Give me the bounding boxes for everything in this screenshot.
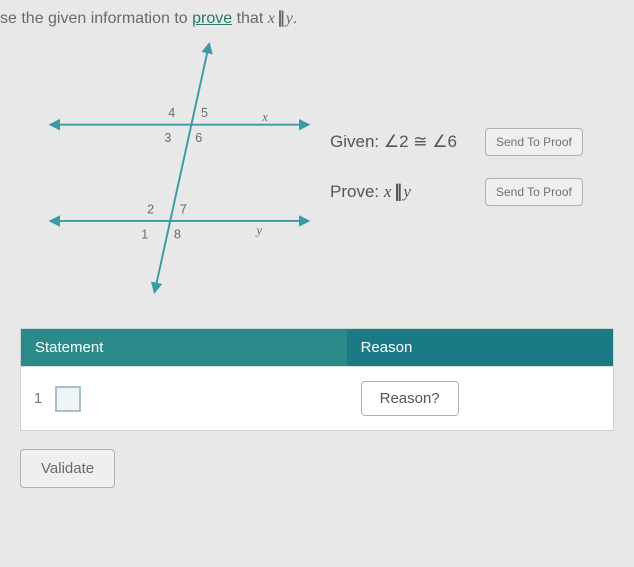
svg-text:x: x xyxy=(261,110,268,124)
diagram: x y 4 5 3 6 2 7 1 8 xyxy=(0,38,330,298)
given-expr: ∠2 ≅ ∠6 xyxy=(384,132,457,151)
header-statement: Statement xyxy=(21,329,347,366)
instr-prefix: se the given information to xyxy=(0,10,192,27)
prove-var-y: y xyxy=(403,182,411,201)
validate-area: Validate xyxy=(0,431,634,506)
svg-text:4: 4 xyxy=(168,106,175,120)
header-reason: Reason xyxy=(347,329,613,366)
svg-text:7: 7 xyxy=(180,202,187,216)
given-row: Given: ∠2 ≅ ∠6 Send To Proof xyxy=(330,128,634,156)
send-prove-button[interactable]: Send To Proof xyxy=(485,178,583,206)
svg-text:1: 1 xyxy=(141,227,148,241)
svg-text:6: 6 xyxy=(195,131,202,145)
instr-var-x: x xyxy=(268,10,275,27)
row-number: 1 xyxy=(21,390,55,407)
svg-text:3: 3 xyxy=(164,131,171,145)
prove-row: Prove: x ∥ y Send To Proof xyxy=(330,178,634,206)
svg-text:2: 2 xyxy=(147,202,154,216)
instruction-text: se the given information to prove that x… xyxy=(0,0,634,28)
table-header: Statement Reason xyxy=(21,329,613,366)
instr-parallel: ∥ xyxy=(275,10,286,27)
prove-link[interactable]: prove xyxy=(192,10,232,27)
table-row: 1 Reason? xyxy=(21,366,613,430)
prove-text: Prove: x ∥ y xyxy=(330,182,485,202)
send-given-button[interactable]: Send To Proof xyxy=(485,128,583,156)
reason-cell: Reason? xyxy=(347,381,613,416)
svg-text:5: 5 xyxy=(201,106,208,120)
given-text: Given: ∠2 ≅ ∠6 xyxy=(330,132,485,152)
statement-input[interactable] xyxy=(55,386,81,412)
svg-text:y: y xyxy=(254,223,262,237)
reason-button[interactable]: Reason? xyxy=(361,381,459,416)
prove-parallel: ∥ xyxy=(391,182,403,201)
proof-table: Statement Reason 1 Reason? xyxy=(20,328,614,431)
instr-suffix: . xyxy=(293,10,297,27)
instr-mid: that xyxy=(232,10,268,27)
instr-var-y: y xyxy=(286,10,293,27)
given-label: Given: xyxy=(330,132,384,151)
validate-button[interactable]: Validate xyxy=(20,449,115,488)
svg-text:8: 8 xyxy=(174,227,181,241)
prove-label: Prove: xyxy=(330,182,384,201)
given-prove-panel: Given: ∠2 ≅ ∠6 Send To Proof Prove: x ∥ … xyxy=(330,38,634,298)
top-area: x y 4 5 3 6 2 7 1 8 Given: ∠2 ≅ ∠6 Send To Proof … xyxy=(0,28,634,318)
